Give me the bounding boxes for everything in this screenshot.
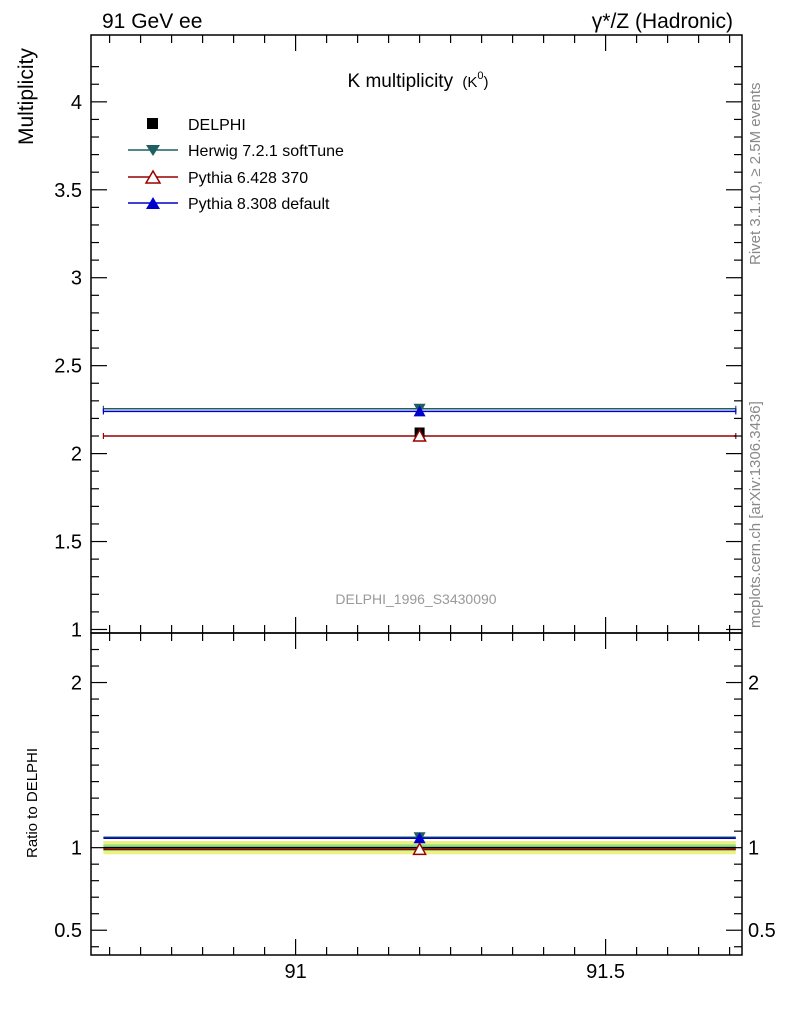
legend: DELPHI Herwig 7.2.1 softTune Pythia 6.42… — [128, 117, 344, 213]
y-tick-label-main: 1.5 — [54, 532, 82, 554]
header-right-label: γ*/Z (Hadronic) — [592, 10, 733, 33]
mcplots-reference-label: mcplots.cern.ch [arXiv:1306.3436] — [747, 401, 764, 628]
y-tick-label-main: 3 — [71, 268, 82, 290]
ratio-y-axis-label: Ratio to DELPHI — [24, 748, 41, 858]
chart-title: K multiplicity (K0) — [348, 70, 489, 92]
legend-marker-pythia6 — [144, 169, 162, 184]
y-tick-label-main: 2.5 — [54, 356, 82, 378]
y-tick-label-main: 1 — [71, 619, 82, 641]
main-point-3 — [413, 405, 426, 417]
y-tick-label-main: 3.5 — [54, 180, 82, 202]
y-tick-label-ratio-left: 2 — [71, 673, 82, 695]
legend-marker-herwig — [146, 145, 160, 156]
y-tick-label-ratio-right: 1 — [748, 838, 759, 860]
y-tick-label-ratio-right: 2 — [748, 673, 759, 695]
main-point-2 — [412, 428, 427, 442]
ratio-panel-frame — [90, 632, 743, 956]
ratio-panel-data — [103, 832, 736, 856]
x-tick-label: 91.5 — [586, 961, 625, 983]
legend-label-herwig: Herwig 7.2.1 softTune — [188, 143, 344, 160]
legend-label-delphi: DELPHI — [188, 117, 246, 134]
legend-label-pythia6: Pythia 6.428 370 — [188, 170, 308, 187]
y-tick-label-ratio-left: 1 — [71, 838, 82, 860]
y-tick-label-ratio-left: 0.5 — [54, 920, 82, 942]
analysis-watermark: DELPHI_1996_S3430090 — [335, 591, 496, 607]
header-left-label: 91 GeV ee — [102, 10, 202, 33]
rivet-version-label: Rivet 3.1.10, ≥ 2.5M events — [747, 83, 764, 266]
legend-marker-pythia8 — [146, 197, 160, 209]
x-tick-label: 91 — [284, 961, 306, 983]
main-y-axis-label: Multiplicity — [15, 48, 38, 145]
y-tick-label-main: 4 — [71, 92, 82, 114]
ratio-point-2 — [413, 832, 426, 844]
y-tick-label-ratio-right: 0.5 — [748, 920, 776, 942]
legend-marker-delphi — [147, 118, 158, 129]
axes: 1 1.5 2 2.5 3 3.5 4 91 91.5 0.5 0.5 1 1 2 2 — [54, 35, 776, 983]
y-tick-label-main: 2 — [71, 444, 82, 466]
ratio-point-1 — [412, 841, 427, 856]
main-panel-data — [102, 403, 737, 442]
legend-label-pythia8: Pythia 8.308 default — [188, 196, 330, 213]
